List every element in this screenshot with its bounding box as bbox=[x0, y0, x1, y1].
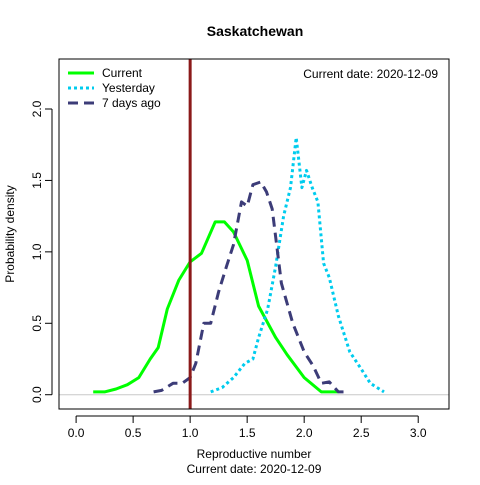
series-line-2 bbox=[210, 136, 385, 394]
chart-title: Saskatchewan bbox=[207, 23, 304, 39]
y-tick-label: 0.5 bbox=[30, 315, 44, 332]
legend-label-2: Yesterday bbox=[102, 81, 155, 95]
x-tick-label: 2.0 bbox=[296, 426, 313, 440]
x-tick-label: 2.5 bbox=[353, 426, 370, 440]
y-axis-label: Probability density bbox=[3, 185, 17, 282]
plot-frame bbox=[58, 58, 450, 410]
y-tick-label: 0.0 bbox=[30, 386, 44, 403]
x-tick-label: 0.5 bbox=[125, 426, 142, 440]
y-tick-label: 1.0 bbox=[30, 243, 44, 260]
x-axis: 0.0 0.5 1.0 1.5 2.0 2.5 3.0 bbox=[68, 415, 427, 440]
legend-label-1: Current bbox=[102, 66, 143, 80]
x-tick-label: 3.0 bbox=[410, 426, 427, 440]
x-tick-label: 0.0 bbox=[68, 426, 85, 440]
legend-label-3: 7 days ago bbox=[102, 96, 161, 110]
y-tick-label: 2.0 bbox=[30, 100, 44, 117]
series-line-1 bbox=[93, 220, 339, 394]
x-tick-label: 1.0 bbox=[182, 426, 199, 440]
y-axis: 0.0 0.5 1.0 1.5 2.0 bbox=[30, 100, 53, 403]
current-date-annotation: Current date: 2020-12-09 bbox=[303, 67, 438, 81]
y-tick-label: 1.5 bbox=[30, 172, 44, 189]
x-axis-sublabel: Current date: 2020-12-09 bbox=[187, 462, 322, 476]
series-line-3 bbox=[153, 180, 348, 394]
x-axis-label: Reproductive number bbox=[197, 447, 312, 461]
x-tick-label: 1.5 bbox=[239, 426, 256, 440]
plot-area bbox=[59, 59, 449, 409]
